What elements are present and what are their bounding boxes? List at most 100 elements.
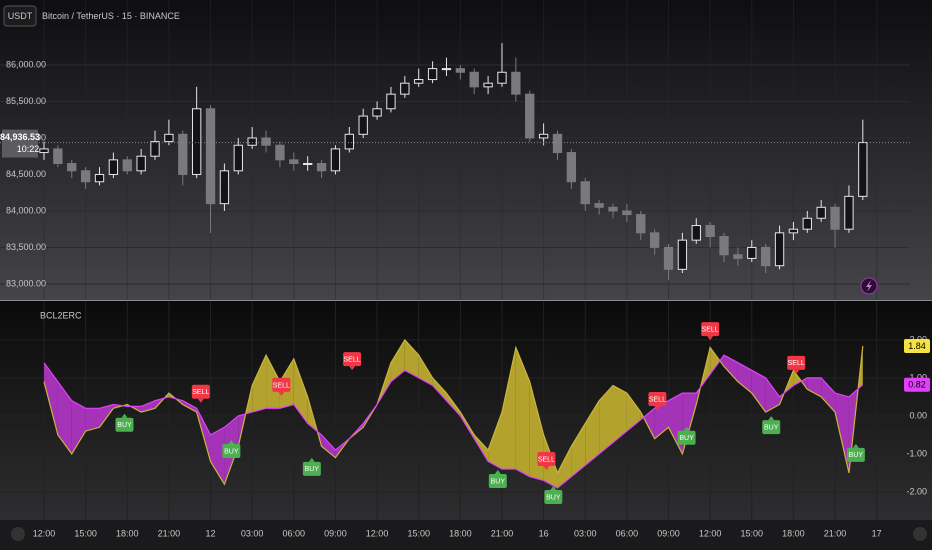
band-fill [724,355,738,382]
signal-box [701,322,720,337]
signal-box [222,444,241,459]
band-fill [252,355,267,413]
signal-label: SELL [344,356,361,363]
candle-body [830,206,840,230]
signal-label: SELL [192,389,209,396]
x-tick-label: 15:00 [407,528,430,538]
band-fill [432,377,447,401]
time-axis [0,520,932,550]
candle-body [580,181,590,205]
indicator-title: BCL2ERC [40,310,82,320]
candle-body [53,148,63,165]
x-tick-label: 03:00 [241,528,264,538]
symbol-button[interactable] [3,5,37,27]
tz-icon[interactable] [11,527,25,541]
symbol-button-label[interactable]: USDT [8,11,33,21]
candle-body [441,68,452,71]
signal-pointer [654,405,661,410]
signal-label: SELL [649,396,666,403]
candle-body [178,133,188,175]
band-fill [821,377,836,413]
signal-box [343,352,362,367]
candle-body [191,108,202,175]
candle-body [289,159,299,165]
band-fill [571,423,586,477]
last-price-tag [2,129,38,158]
x-tick-label: 03:00 [574,528,597,538]
candle-body [136,155,146,172]
band-fill [719,355,725,367]
indicator-pane [0,301,932,520]
candle-body [205,108,216,205]
candle-body [705,225,715,237]
signal-box [762,420,781,435]
candle-body [80,170,91,183]
candle-body [733,254,743,259]
x-tick-label: 12:00 [366,528,389,538]
band-fill [710,347,720,375]
candle-body [594,203,604,208]
signal-label: BUY [679,435,694,442]
candle-body [622,210,632,216]
candle-body [164,133,174,143]
candle-body [483,82,493,88]
signal-label: BUY [849,452,864,459]
y-tick-label: 84,000.00 [6,205,46,215]
x-tick-label: 06:00 [616,528,639,538]
last-price-label: 84,936.53 [0,132,40,142]
band-fill [654,400,669,439]
x-tick-label: 12:00 [699,528,722,538]
candle-body [816,206,826,219]
y-tick-label: -2.00 [906,486,927,496]
candle-body [330,148,341,172]
signal-pointer [683,426,690,431]
band-fill [404,339,419,378]
signal-label: BUY [764,424,779,431]
x-tick-label: 12 [206,528,216,538]
candle-body [636,214,646,234]
y-tick-label: 86,000.00 [6,59,46,69]
x-tick-label: 16 [539,528,549,538]
candle-body [275,144,285,161]
candle-body [691,225,701,241]
candle-body [774,232,785,267]
signal-label: SELL [273,382,290,389]
signal-label: BUY [224,448,239,455]
candle-body [802,217,812,230]
candle-body [261,137,271,146]
signal-label: BUY [305,466,320,473]
countdown: 10:22 [17,144,40,154]
y-tick-label: 83,500.00 [6,242,46,252]
band-fill [43,362,58,435]
candle-body [94,173,105,183]
band-fill [293,358,308,424]
settings-icon[interactable] [913,527,927,541]
band-fill [182,400,197,413]
candle-body [122,159,132,172]
band-fill [210,427,225,485]
signal-pointer [494,470,501,475]
last-value-label: 0.82 [908,380,926,390]
candle-body [414,79,424,84]
band-fill [613,385,627,443]
signal-pointer [121,413,128,418]
candle-body [303,163,313,166]
signal-pointer [707,336,714,341]
candle-body [316,163,327,172]
signal-box [787,355,806,370]
last-value-label: 1.84 [908,341,926,351]
candle-body [386,93,396,110]
candle-body [525,93,535,139]
signal-box [677,430,696,445]
signal-pointer [308,457,315,462]
band-fill [501,347,516,470]
x-tick-label: 21:00 [824,528,847,538]
candle-body [761,246,771,267]
x-tick-label: 06:00 [283,528,306,538]
candle-body [344,133,354,150]
x-tick-label: 18:00 [449,528,472,538]
signal-pointer [768,416,775,421]
alert-icon-bolt [866,280,872,292]
